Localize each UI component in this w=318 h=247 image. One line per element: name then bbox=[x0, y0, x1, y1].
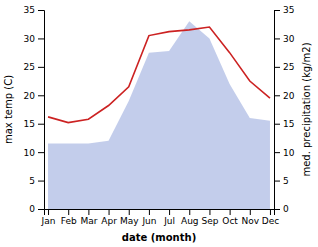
y-tick: 30 bbox=[24, 34, 44, 44]
axis-line bbox=[45, 210, 275, 216]
tick-mark bbox=[250, 209, 251, 215]
x-tick: Jan bbox=[41, 209, 56, 226]
tick-label: Sep bbox=[201, 216, 218, 226]
tick-mark bbox=[209, 209, 210, 215]
tick-label: Aug bbox=[181, 216, 199, 226]
x-tick: Oct bbox=[222, 209, 238, 226]
axis-line bbox=[38, 11, 45, 210]
marks bbox=[48, 21, 270, 209]
tick-label: 0 bbox=[29, 204, 35, 214]
tick-label: 30 bbox=[24, 34, 36, 44]
tick-label: 15 bbox=[24, 119, 35, 129]
tick-mark bbox=[38, 10, 44, 11]
tick-label: 25 bbox=[24, 62, 35, 72]
tick-label: Jun bbox=[141, 216, 156, 226]
tick-mark bbox=[274, 209, 280, 210]
precipitation-area bbox=[48, 21, 270, 209]
tick-mark bbox=[38, 181, 44, 182]
y-tick: 5 bbox=[29, 176, 44, 186]
y-tick: 10 bbox=[24, 148, 44, 158]
tick-mark bbox=[169, 209, 170, 215]
tick-mark bbox=[274, 181, 280, 182]
temperature-line bbox=[48, 27, 270, 123]
tick-mark bbox=[109, 209, 110, 215]
tick-mark bbox=[68, 209, 69, 215]
tick-mark bbox=[88, 209, 89, 215]
tick-mark bbox=[274, 152, 280, 153]
tick-mark bbox=[274, 124, 280, 125]
tick-label: Nov bbox=[242, 216, 260, 226]
y2-axis-title: med. precipitation (kg/m2) bbox=[301, 42, 312, 176]
tick-mark bbox=[274, 67, 280, 68]
tick-label: Apr bbox=[101, 216, 117, 226]
tick-mark bbox=[274, 10, 280, 11]
x-tick: Jul bbox=[163, 209, 175, 226]
y-tick: 20 bbox=[274, 91, 295, 101]
tick-label: Jan bbox=[41, 216, 56, 226]
x-tick: Nov bbox=[242, 209, 260, 226]
tick-mark bbox=[274, 95, 280, 96]
x-tick: Dec bbox=[262, 209, 279, 226]
y-axis-title: max temp (C) bbox=[3, 75, 14, 144]
x-tick: Sep bbox=[201, 209, 218, 226]
y-tick: 15 bbox=[274, 119, 294, 129]
tick-label: 5 bbox=[283, 176, 289, 186]
x-tick: May bbox=[120, 209, 139, 226]
y-tick: 0 bbox=[29, 204, 44, 214]
tick-label: Dec bbox=[262, 216, 279, 226]
y-tick: 0 bbox=[274, 204, 289, 214]
tick-label: Oct bbox=[222, 216, 238, 226]
tick-mark bbox=[38, 209, 44, 210]
y-tick: 25 bbox=[274, 62, 294, 72]
tick-mark bbox=[129, 209, 130, 215]
tick-mark bbox=[38, 124, 44, 125]
x-tick: Feb bbox=[61, 209, 77, 226]
tick-label: 20 bbox=[283, 91, 295, 101]
x-tick: Jun bbox=[141, 209, 156, 226]
axis-line bbox=[275, 11, 281, 210]
tick-label: 10 bbox=[24, 148, 36, 158]
y-tick: 30 bbox=[274, 34, 295, 44]
y-tick: 25 bbox=[24, 62, 44, 72]
y-tick: 15 bbox=[24, 119, 44, 129]
y-tick: 35 bbox=[274, 5, 294, 15]
tick-mark bbox=[38, 95, 44, 96]
y-tick: 5 bbox=[274, 176, 289, 186]
tick-mark bbox=[38, 38, 44, 39]
tick-mark bbox=[38, 152, 44, 153]
tick-label: Feb bbox=[61, 216, 77, 226]
y-tick: 10 bbox=[274, 148, 295, 158]
x-tick: Aug bbox=[181, 209, 199, 226]
tick-mark bbox=[149, 209, 150, 215]
chart: Jan FebMar AprMayJun Jul AugSep Oct NovDec 0 5 10… bbox=[0, 0, 318, 247]
tick-label: 35 bbox=[24, 5, 35, 15]
tick-label: 35 bbox=[283, 5, 294, 15]
tick-label: 10 bbox=[283, 148, 295, 158]
plot: Jan FebMar AprMayJun Jul AugSep Oct NovDec 0 5 10… bbox=[24, 5, 295, 226]
tick-label: 20 bbox=[24, 91, 36, 101]
tick-label: 25 bbox=[283, 62, 294, 72]
tick-mark bbox=[48, 209, 49, 215]
tick-label: Mar bbox=[80, 216, 97, 226]
x-axis: Jan FebMar AprMayJun Jul AugSep Oct NovDec bbox=[41, 209, 280, 226]
tick-label: 15 bbox=[283, 119, 294, 129]
tick-label: Jul bbox=[163, 216, 175, 226]
tick-mark bbox=[38, 67, 44, 68]
tick-label: May bbox=[120, 216, 139, 226]
tick-mark bbox=[189, 209, 190, 215]
tick-mark bbox=[274, 38, 280, 39]
tick-mark bbox=[270, 209, 271, 215]
y-tick: 35 bbox=[24, 5, 44, 15]
x-tick: Apr bbox=[101, 209, 117, 226]
tick-label: 30 bbox=[283, 34, 295, 44]
x-tick: Mar bbox=[80, 209, 97, 226]
tick-label: 0 bbox=[283, 204, 289, 214]
x-axis-title: date (month) bbox=[122, 232, 196, 243]
tick-mark bbox=[230, 209, 231, 215]
tick-label: 5 bbox=[29, 176, 35, 186]
y-tick: 20 bbox=[24, 91, 44, 101]
y-axis: 0 5 10 15 20 25 30 35 bbox=[24, 5, 45, 214]
y2-axis: 0 5 10 15 20 25 30 35 bbox=[274, 5, 295, 214]
